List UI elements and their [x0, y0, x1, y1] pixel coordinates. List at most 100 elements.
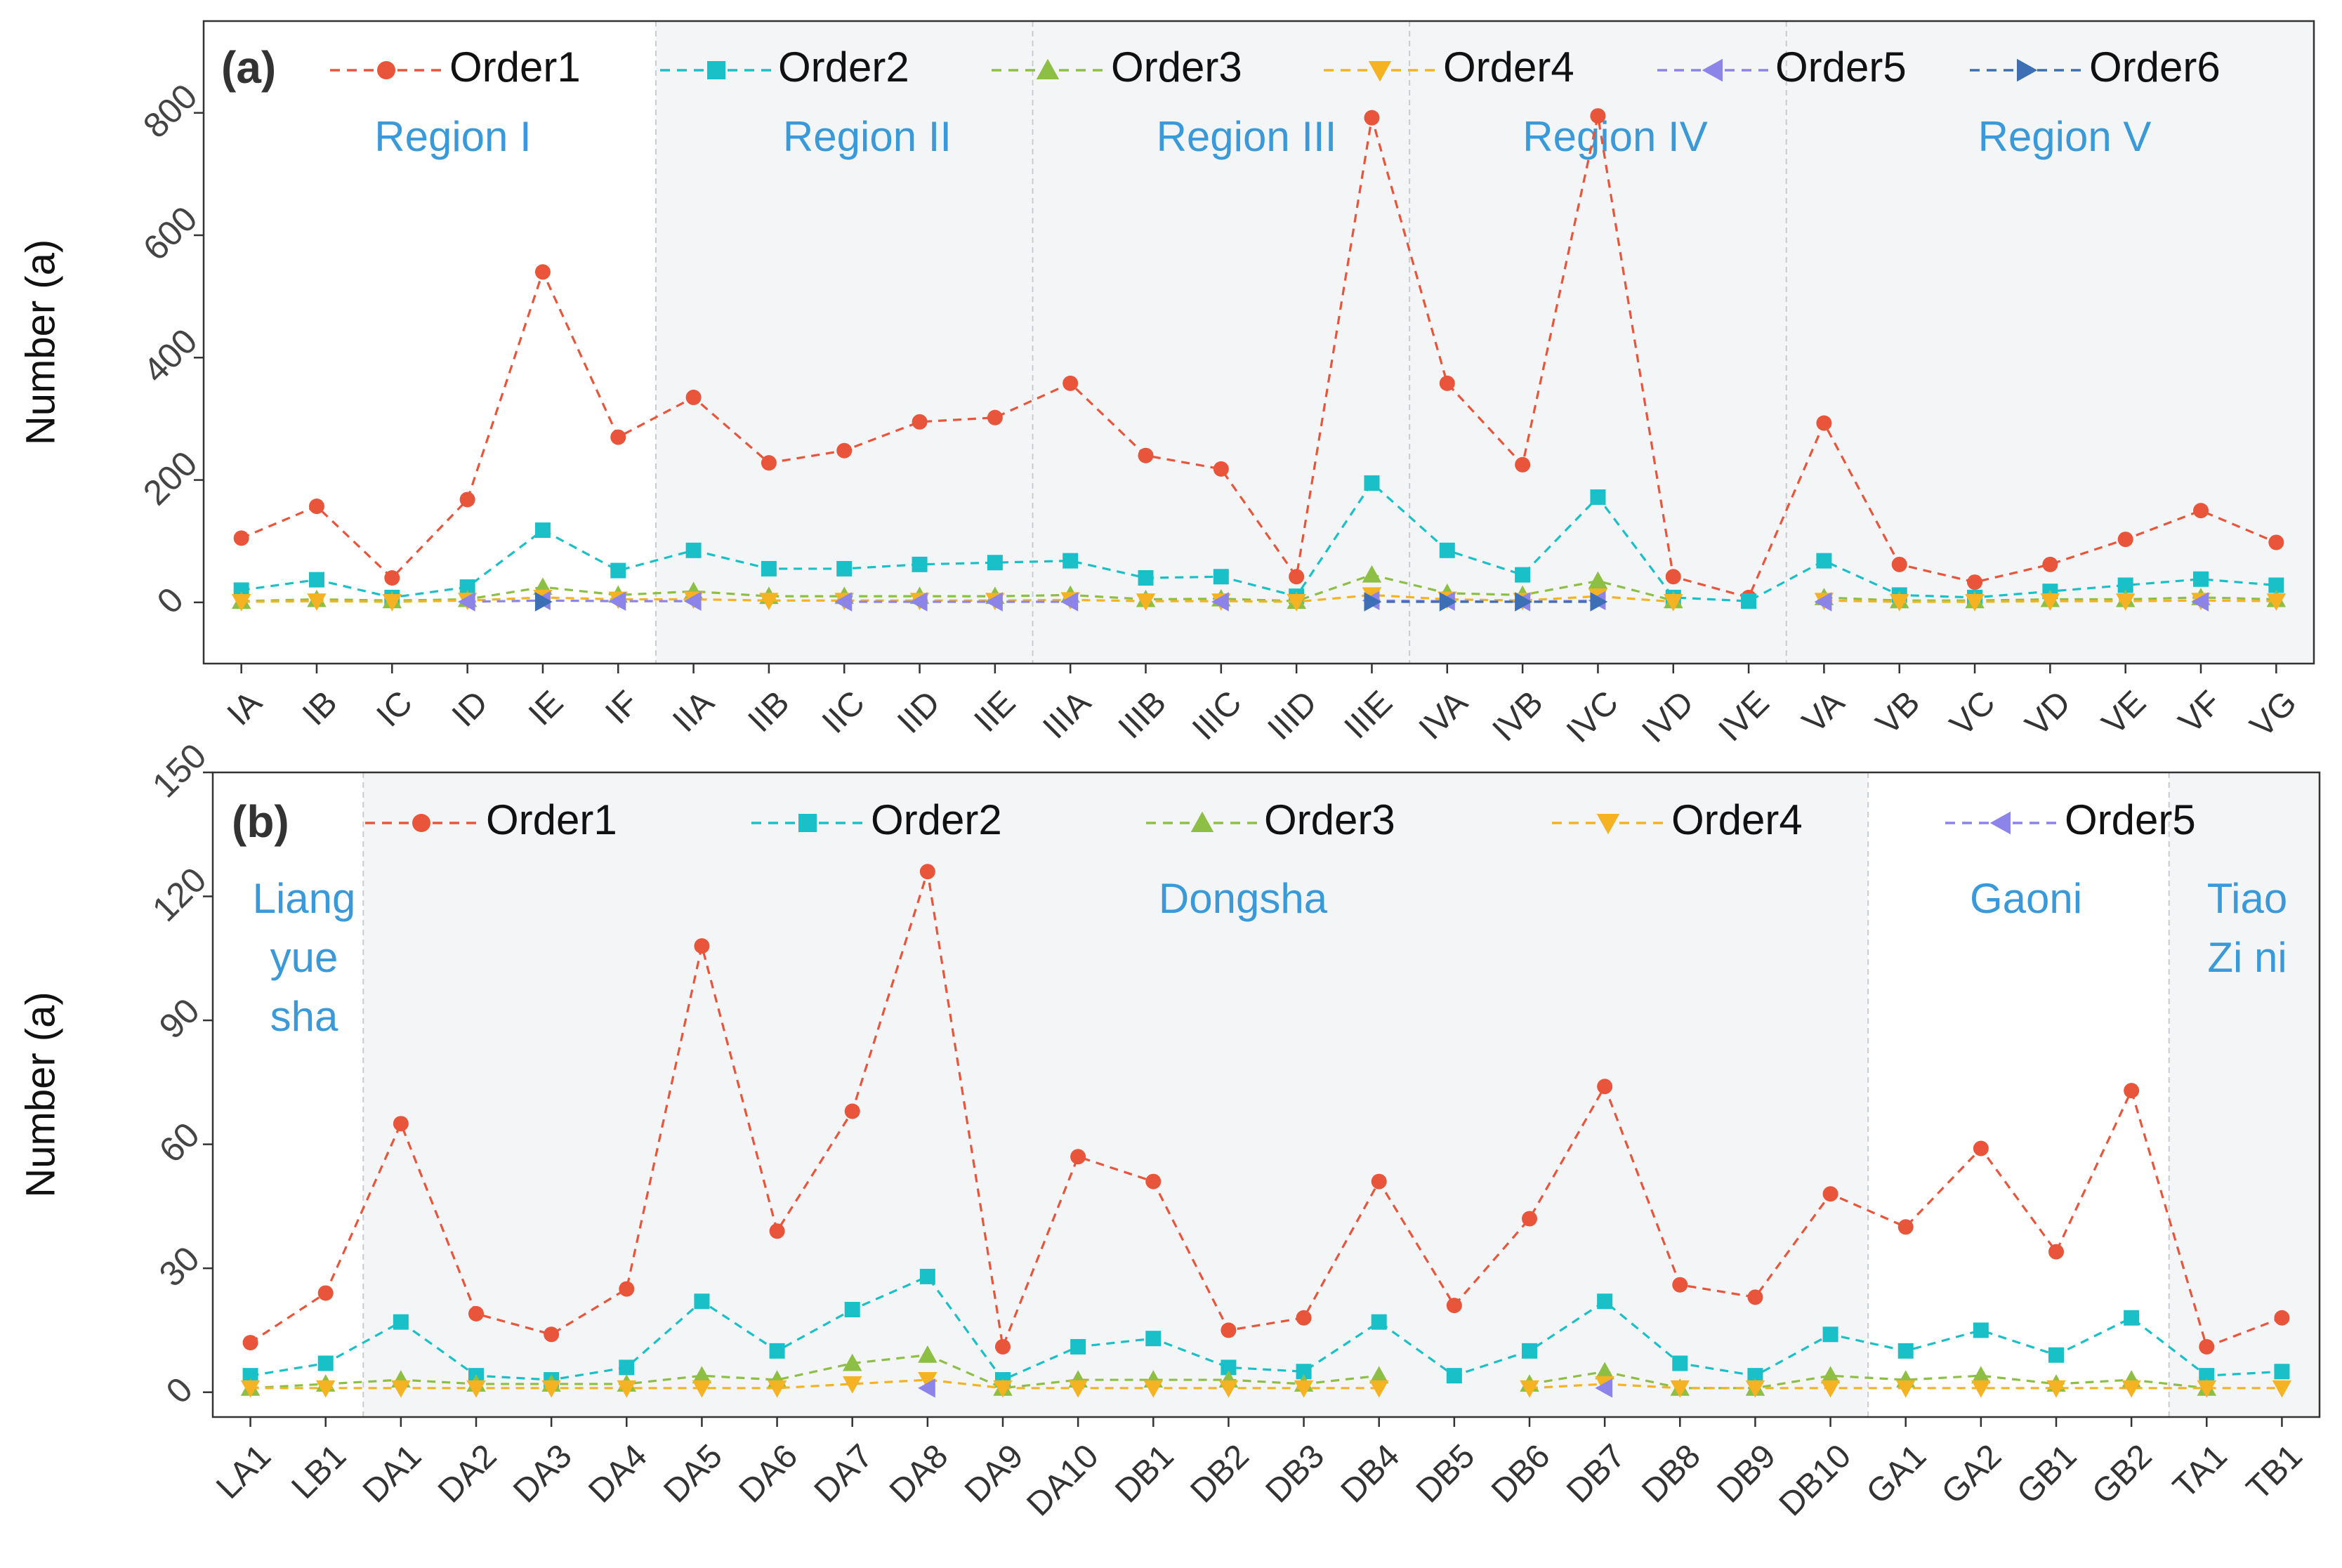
point-order4-db9: [1745, 1380, 1765, 1398]
region-label-line: Region II: [783, 113, 952, 160]
point-order1-if: [610, 429, 626, 445]
x-tick-label-da8: DA8: [883, 1437, 956, 1510]
legend-label-order2: Order2: [871, 796, 1002, 843]
point-order5-va: [1814, 592, 1832, 612]
region-label-region-ii: Region II: [783, 113, 952, 160]
point-order5-iic: [834, 592, 853, 612]
legend-label-order1: Order1: [486, 796, 617, 843]
y-tick-label: 30: [152, 1239, 207, 1294]
point-order1-iiie: [1364, 110, 1380, 126]
x-tick-label-la1: LA1: [209, 1437, 278, 1506]
point-order4-da7: [842, 1376, 862, 1394]
point-order1-vd: [2042, 556, 2058, 572]
point-order2-ie: [534, 522, 551, 539]
legend-label-order1: Order1: [449, 44, 581, 91]
legend-marker: [1702, 58, 1723, 82]
point-order5-iie: [985, 592, 1003, 612]
point-order1-iiic: [1213, 461, 1229, 477]
x-tick-label-iie: IIE: [967, 684, 1022, 739]
legend-item-order3: Order3: [992, 44, 1242, 91]
point-order2-tb1: [2274, 1364, 2290, 1380]
point-order1-da3: [544, 1326, 560, 1343]
point-order2-ive: [1741, 593, 1757, 610]
point-order1-la1: [242, 1335, 258, 1351]
series-line-order1: [241, 115, 2277, 599]
point-order2-db10: [1822, 1326, 1838, 1343]
x-tick-label-vc: VC: [1943, 684, 2003, 744]
y-tick-label: 0: [159, 1369, 200, 1411]
series-order5: [457, 591, 2209, 612]
point-order4-da3: [541, 1380, 561, 1398]
point-order1-gb2: [2124, 1083, 2140, 1099]
point-order1-gb1: [2048, 1244, 2064, 1260]
region-label-line: Region IV: [1522, 113, 1708, 160]
region-label-region-v: Region V: [1978, 113, 2152, 160]
point-order4-da2: [466, 1380, 486, 1398]
point-order2-iie: [987, 555, 1003, 571]
point-order2-ta1: [2199, 1368, 2215, 1384]
point-order1-ivb: [1515, 456, 1531, 473]
point-order2-va: [1816, 553, 1832, 569]
point-order4-vg: [2266, 593, 2287, 611]
y-tick-label: 90: [152, 991, 207, 1046]
region-label-region-iii: Region III: [1157, 113, 1337, 160]
point-order4-iiib: [1136, 593, 1156, 611]
x-tick-label-ga1: GA1: [1860, 1437, 1933, 1511]
x-tick-label-ga2: GA2: [1935, 1437, 2008, 1511]
series-order2: [242, 1268, 2290, 1388]
point-order1-da10: [1070, 1149, 1086, 1165]
point-order2-da7: [844, 1302, 860, 1317]
x-tick-label-iiia: IIIA: [1036, 684, 1098, 746]
legend-label-order5: Order5: [2065, 796, 2196, 843]
point-order2-da10: [1070, 1338, 1086, 1355]
point-order4-ta1: [2197, 1380, 2217, 1398]
point-order1-db8: [1672, 1277, 1688, 1293]
legend-item-order4: Order4: [1324, 44, 1574, 91]
legend-marker: [377, 61, 395, 79]
point-order1-vf: [2193, 503, 2209, 519]
region-label-line: Region I: [374, 113, 531, 160]
region-label-line: Dongsha: [1159, 875, 1328, 922]
region-label-region-iv: Region IV: [1522, 113, 1708, 160]
region-label-line: Region V: [1978, 113, 2152, 160]
point-order2-db1: [1145, 1331, 1162, 1347]
point-order1-ia: [233, 530, 249, 546]
region-shade-region-iv: [1409, 21, 1787, 664]
point-order4-gb1: [2046, 1380, 2066, 1398]
x-tick-label-da6: DA6: [732, 1437, 805, 1510]
region-label-dongsha: Dongsha: [1159, 875, 1328, 922]
x-tick-label-ic: IC: [369, 684, 419, 734]
point-order2-ga2: [1973, 1322, 1989, 1338]
x-tick-label-da9: DA9: [958, 1437, 1031, 1510]
legend-item-order2: Order2: [660, 44, 909, 91]
series-order5: [918, 1378, 1613, 1398]
point-order1-da4: [619, 1281, 635, 1297]
series-line-order4: [250, 1378, 1379, 1390]
point-order1-tb1: [2274, 1310, 2290, 1326]
point-order3-da8: [918, 1345, 938, 1363]
legend-label-order5: Order5: [1775, 44, 1907, 91]
point-order2-iiib: [1138, 570, 1154, 586]
legend-label-order2: Order2: [778, 44, 909, 91]
point-order4-la1: [240, 1380, 261, 1398]
x-tick-label-db5: DB5: [1409, 1437, 1482, 1510]
legend-marker: [1596, 814, 1620, 835]
y-tick-label: 150: [145, 736, 214, 805]
point-order2-iia: [685, 542, 702, 558]
point-order3-ga2: [1971, 1366, 1991, 1384]
point-order1-lb1: [317, 1285, 334, 1301]
region-shade-region-iii: [1032, 21, 1410, 664]
point-order2-iva: [1439, 542, 1455, 558]
point-order4-da8: [918, 1372, 938, 1390]
point-order4-da10: [1068, 1380, 1088, 1398]
series-line-order1: [249, 871, 2283, 1351]
point-order1-ga2: [1973, 1140, 1989, 1157]
region-shade-region-ii: [655, 21, 1033, 664]
point-order2-da4: [619, 1359, 635, 1376]
point-order3-db7: [1595, 1362, 1614, 1380]
legend-marker: [2017, 58, 2038, 82]
point-order2-id: [459, 579, 475, 595]
legend-label-order4: Order4: [1443, 44, 1574, 91]
point-order1-da2: [468, 1305, 484, 1322]
y-tick-label: 800: [136, 77, 205, 146]
